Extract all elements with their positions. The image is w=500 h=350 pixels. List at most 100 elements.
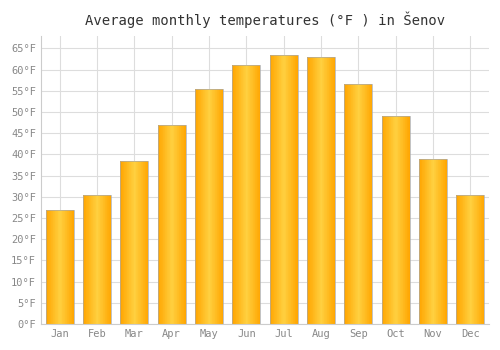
Bar [65, 210, 66, 324]
Bar [347, 84, 348, 324]
Bar [177, 125, 178, 324]
Bar [58, 210, 59, 324]
Bar [366, 84, 368, 324]
Bar [397, 116, 398, 324]
Bar [160, 125, 161, 324]
Bar [442, 159, 444, 324]
Bar [142, 161, 144, 324]
Bar [169, 125, 170, 324]
Bar [468, 195, 469, 324]
Bar [209, 89, 210, 324]
Bar [139, 161, 140, 324]
Bar [133, 161, 134, 324]
Bar [461, 195, 462, 324]
Bar [357, 84, 358, 324]
Bar [159, 125, 160, 324]
Bar [243, 65, 244, 324]
Bar [182, 125, 183, 324]
Bar [54, 210, 56, 324]
Bar [276, 55, 278, 324]
Bar [199, 89, 200, 324]
Bar [351, 84, 352, 324]
Bar [232, 65, 260, 324]
Bar [107, 195, 108, 324]
Bar [134, 161, 135, 324]
Bar [250, 65, 251, 324]
Bar [60, 210, 61, 324]
Bar [254, 65, 256, 324]
Bar [170, 125, 171, 324]
Bar [110, 195, 111, 324]
Bar [215, 89, 216, 324]
Bar [245, 65, 246, 324]
Bar [184, 125, 185, 324]
Bar [444, 159, 445, 324]
Bar [478, 195, 480, 324]
Bar [256, 65, 257, 324]
Bar [430, 159, 431, 324]
Bar [237, 65, 238, 324]
Bar [275, 55, 276, 324]
Bar [144, 161, 145, 324]
Bar [344, 84, 345, 324]
Bar [168, 125, 169, 324]
Bar [390, 116, 392, 324]
Bar [257, 65, 258, 324]
Bar [128, 161, 130, 324]
Bar [99, 195, 100, 324]
Bar [200, 89, 201, 324]
Bar [314, 57, 316, 324]
Bar [424, 159, 425, 324]
Bar [178, 125, 180, 324]
Bar [102, 195, 104, 324]
Bar [92, 195, 93, 324]
Bar [49, 210, 50, 324]
Bar [350, 84, 351, 324]
Bar [421, 159, 422, 324]
Bar [270, 55, 297, 324]
Bar [425, 159, 426, 324]
Bar [394, 116, 395, 324]
Bar [90, 195, 92, 324]
Bar [176, 125, 177, 324]
Bar [88, 195, 90, 324]
Bar [172, 125, 173, 324]
Bar [316, 57, 318, 324]
Bar [162, 125, 163, 324]
Bar [319, 57, 320, 324]
Bar [173, 125, 174, 324]
Bar [482, 195, 483, 324]
Bar [333, 57, 334, 324]
Bar [213, 89, 214, 324]
Bar [420, 159, 421, 324]
Bar [318, 57, 319, 324]
Bar [295, 55, 296, 324]
Bar [400, 116, 401, 324]
Bar [73, 210, 74, 324]
Bar [85, 195, 86, 324]
Bar [345, 84, 346, 324]
Bar [201, 89, 202, 324]
Bar [287, 55, 288, 324]
Bar [433, 159, 434, 324]
Bar [370, 84, 371, 324]
Bar [220, 89, 221, 324]
Bar [435, 159, 436, 324]
Bar [349, 84, 350, 324]
Bar [138, 161, 139, 324]
Bar [236, 65, 237, 324]
Bar [83, 195, 84, 324]
Bar [308, 57, 309, 324]
Bar [278, 55, 280, 324]
Bar [196, 89, 197, 324]
Bar [106, 195, 107, 324]
Bar [66, 210, 68, 324]
Bar [320, 57, 321, 324]
Bar [387, 116, 388, 324]
Bar [206, 89, 207, 324]
Bar [166, 125, 168, 324]
Bar [386, 116, 387, 324]
Bar [323, 57, 324, 324]
Bar [395, 116, 396, 324]
Bar [222, 89, 223, 324]
